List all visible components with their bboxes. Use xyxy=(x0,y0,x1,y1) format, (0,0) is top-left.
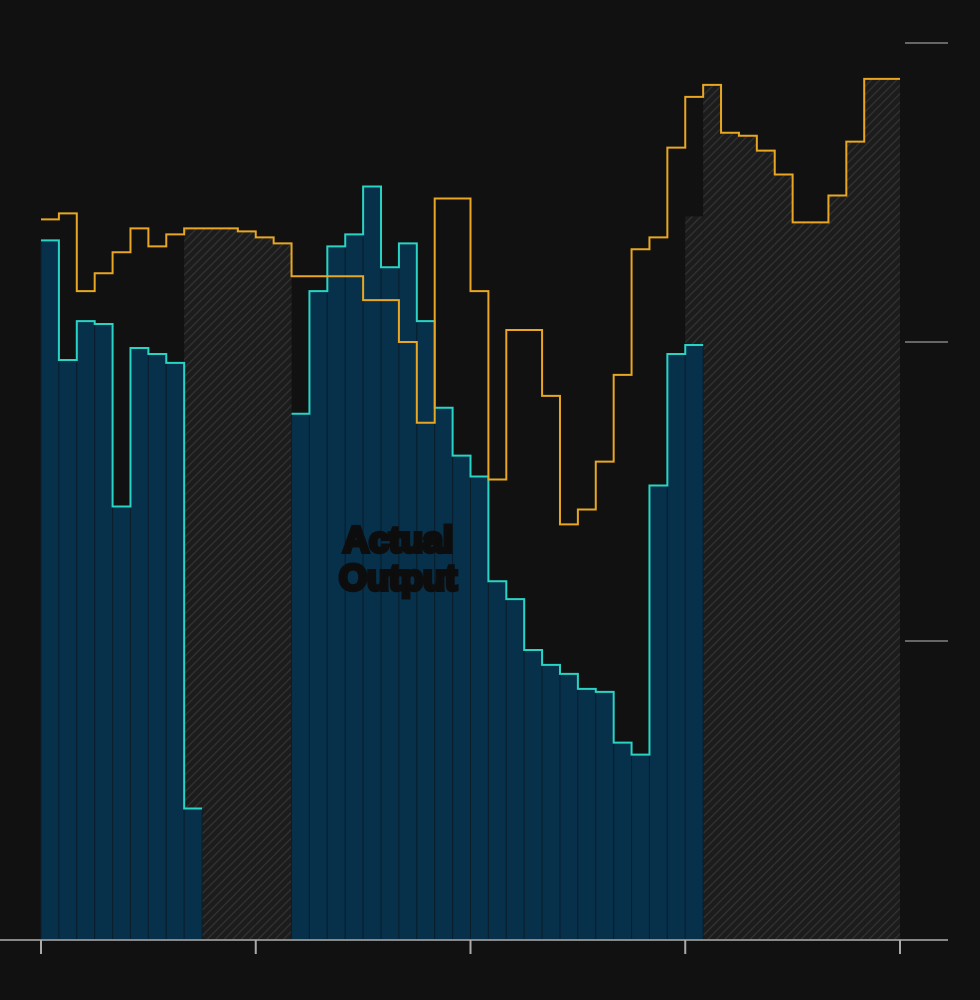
hatched-bar xyxy=(721,132,739,940)
bar xyxy=(94,323,114,941)
hatched-bar xyxy=(828,195,847,941)
plot-area: Actual Output xyxy=(0,42,948,954)
bar xyxy=(541,664,561,941)
hatched-bar xyxy=(237,231,256,940)
bar xyxy=(380,266,400,941)
hatched-bar xyxy=(756,150,775,940)
bar xyxy=(76,320,96,941)
bar xyxy=(631,754,650,941)
bar xyxy=(595,691,615,941)
hatched-bar xyxy=(255,237,274,941)
hatched-bar xyxy=(703,84,722,941)
hatched-bar xyxy=(184,228,203,940)
bar xyxy=(666,353,686,941)
bar xyxy=(487,580,507,941)
bar xyxy=(559,673,579,941)
hatched-bar xyxy=(810,222,829,940)
bar xyxy=(291,413,310,941)
bar xyxy=(648,485,668,941)
hatched-bar xyxy=(202,228,220,940)
annotation: Actual Output xyxy=(339,519,457,598)
annotation-line: Actual xyxy=(343,519,453,560)
hatched-bar xyxy=(774,174,793,940)
step-line xyxy=(41,77,900,526)
bar xyxy=(308,290,328,941)
hatched-bar xyxy=(219,228,238,940)
bar xyxy=(58,359,78,941)
bar xyxy=(183,807,203,941)
bar xyxy=(613,742,633,941)
step-line xyxy=(291,185,704,756)
annotation-line: Output xyxy=(339,557,457,598)
bar xyxy=(577,688,597,941)
hatched-bar xyxy=(846,141,865,941)
step-line xyxy=(41,239,203,810)
bar xyxy=(523,649,543,941)
hatched-bar xyxy=(792,222,811,940)
bar xyxy=(165,362,185,941)
bar xyxy=(505,598,525,941)
bar xyxy=(147,353,167,941)
bar xyxy=(684,344,704,941)
hatched-bar xyxy=(882,78,900,940)
bar xyxy=(40,239,60,941)
bar xyxy=(416,320,436,941)
bar xyxy=(434,407,454,941)
hatched-bar xyxy=(738,135,757,940)
hatched-bar xyxy=(864,78,883,940)
bar xyxy=(112,505,131,941)
bar xyxy=(470,476,489,941)
bar xyxy=(129,347,149,941)
hatched-bar xyxy=(273,243,292,940)
bar xyxy=(452,455,471,941)
